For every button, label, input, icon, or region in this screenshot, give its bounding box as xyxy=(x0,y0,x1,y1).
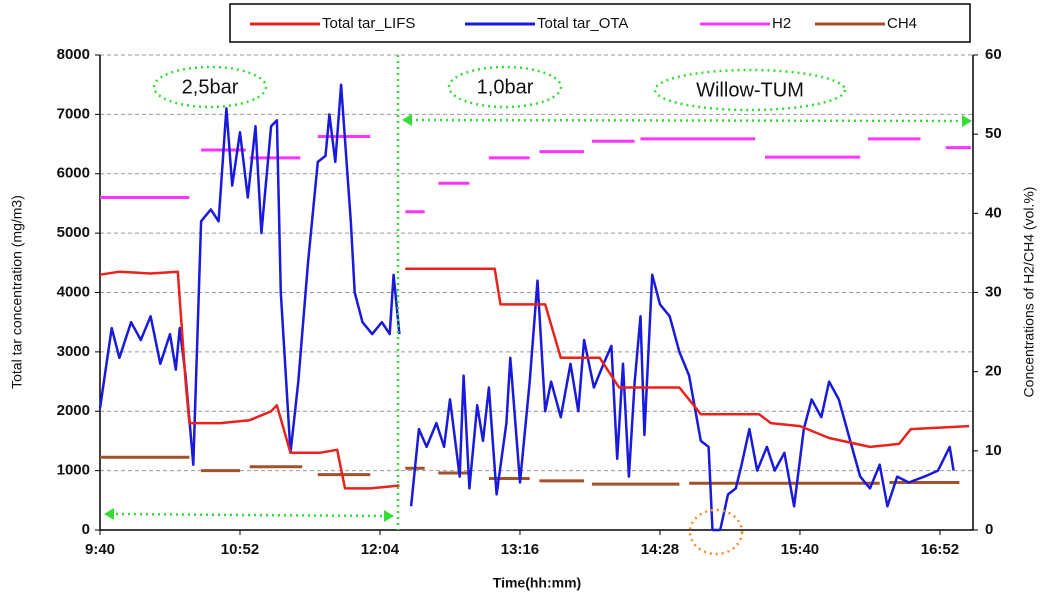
x-tick-label: 13:16 xyxy=(501,541,539,558)
legend-label: Total tar_LIFS xyxy=(322,15,415,32)
series-line xyxy=(98,83,955,532)
annotation-ellipse xyxy=(447,65,563,109)
y2-axis-title: Concentrations of H2/CH4 (vol.%) xyxy=(1021,187,1037,398)
y-tick-label: 7000 xyxy=(57,105,90,122)
plot-area: 0 1000 2000 3000 4000 5000 6000 7000 8000 0 10 20 30… xyxy=(57,46,1002,558)
annotation-ellipse xyxy=(152,65,268,109)
x-axis-title: Time(hh:mm) xyxy=(493,575,581,591)
x-tick-label: 9:40 xyxy=(85,541,115,558)
y-tick-label: 8000 xyxy=(57,46,90,63)
y2-tick-label: 0 xyxy=(985,521,993,538)
y-tick-label: 3000 xyxy=(57,343,90,360)
x-tick-label: 12:04 xyxy=(361,541,400,558)
x-tick-label: 15:40 xyxy=(781,541,819,558)
y2-tick-label: 50 xyxy=(985,125,1002,142)
y2-tick-label: 60 xyxy=(985,46,1002,63)
annotation: 1,0bar xyxy=(477,76,534,98)
legend-label: CH4 xyxy=(887,15,917,32)
legend-label: H2 xyxy=(772,15,791,32)
annotation: Willow-TUM xyxy=(696,79,804,101)
highlight-circle xyxy=(688,508,744,556)
y2-tick-label: 40 xyxy=(985,204,1002,221)
y-tick-label: 2000 xyxy=(57,402,90,419)
y-tick-label: 5000 xyxy=(57,224,90,241)
series-line xyxy=(99,267,970,490)
x-tick-label: 10:52 xyxy=(221,541,259,558)
x-tick-label: 14:28 xyxy=(641,541,679,558)
y2-tick-label: 10 xyxy=(985,442,1002,459)
y-tick-label: 0 xyxy=(82,521,90,538)
y2-tick-label: 20 xyxy=(985,363,1002,380)
range-arrow xyxy=(109,512,389,518)
y-tick-label: 1000 xyxy=(57,462,90,479)
x-tick-label: 16:52 xyxy=(921,541,959,558)
y-tick-label: 4000 xyxy=(57,283,90,300)
y-axis-title: Total tar concentration (mg/m3) xyxy=(9,195,25,389)
y2-tick-label: 30 xyxy=(985,283,1002,300)
annotations: 2,5bar 1,0bar Willow-TUM xyxy=(104,55,972,556)
legend-label: Total tar_OTA xyxy=(537,15,628,32)
annotation: 2,5bar xyxy=(182,76,239,98)
y-tick-label: 6000 xyxy=(57,165,90,182)
range-arrow xyxy=(409,118,967,123)
annotation-ellipse xyxy=(653,68,847,112)
